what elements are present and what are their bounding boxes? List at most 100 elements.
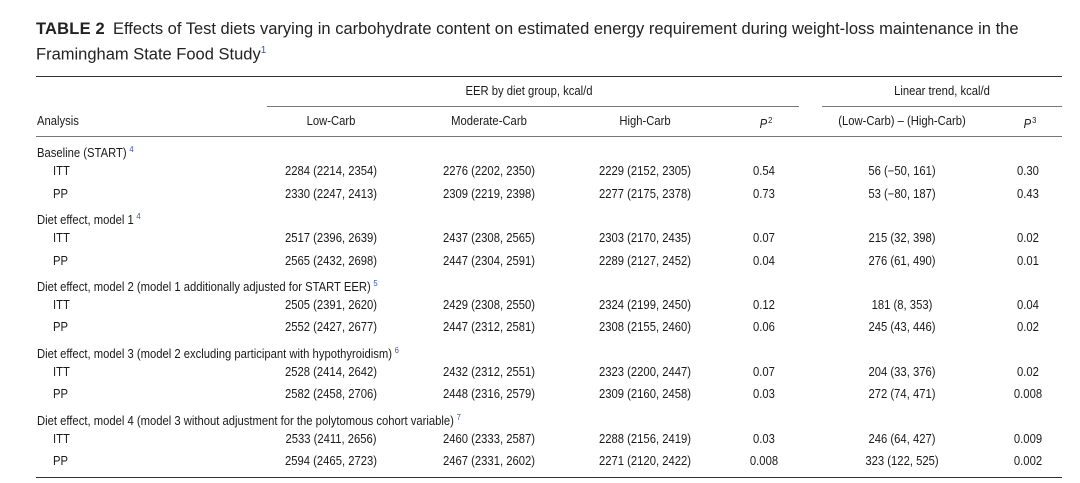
section-heading: Baseline (START) 4 — [37, 141, 134, 161]
cell-low-carb: 2533 (2411, 2656) — [285, 432, 377, 446]
cell-difference: 56 (−50, 161) — [868, 164, 936, 178]
cell-low-carb: 2330 (2247, 2413) — [285, 187, 377, 201]
cell-p-trend: 0.02 — [1017, 365, 1039, 379]
row-label: PP — [53, 454, 69, 468]
cell-moderate-carb: 2437 (2308, 2565) — [443, 231, 535, 245]
cell-p-trend: 0.30 — [1017, 164, 1039, 178]
column-header-analysis: Analysis — [37, 114, 79, 128]
column-header-high-carb: High-Carb — [619, 114, 671, 128]
cell-high-carb: 2323 (2200, 2447) — [599, 365, 691, 379]
cell-difference: 204 (33, 376) — [868, 365, 936, 379]
cell-p-value: 0.03 — [753, 432, 775, 446]
cell-difference: 276 (61, 490) — [868, 254, 936, 268]
cell-p-value: 0.54 — [753, 164, 775, 178]
cell-p-value: 0.07 — [753, 231, 775, 245]
section-footnote-marker: 6 — [394, 345, 399, 355]
row-label: PP — [53, 320, 69, 334]
top-rule — [36, 76, 1062, 77]
section-heading-text: Diet effect, model 1 — [37, 213, 134, 227]
cell-high-carb: 2271 (2120, 2422) — [599, 454, 691, 468]
column-header-moderate-carb: Moderate-Carb — [451, 114, 527, 128]
cell-low-carb: 2517 (2396, 2639) — [285, 231, 377, 245]
cell-moderate-carb: 2429 (2308, 2550) — [443, 298, 535, 312]
table-label: TABLE 2 — [36, 20, 105, 38]
row-label: ITT — [53, 432, 70, 446]
caption-footnote-marker: 1 — [260, 45, 267, 56]
cell-moderate-carb: 2309 (2219, 2398) — [443, 187, 535, 201]
section-heading-text: Diet effect, model 2 (model 1 additional… — [37, 280, 371, 294]
cell-difference: 323 (122, 525) — [865, 454, 939, 468]
cell-difference: 246 (64, 427) — [868, 432, 936, 446]
cell-p-trend: 0.002 — [1013, 454, 1043, 468]
cell-high-carb: 2277 (2175, 2378) — [599, 187, 691, 201]
cell-moderate-carb: 2432 (2312, 2551) — [443, 365, 535, 379]
table-caption: Effects of Test diets varying in carbohy… — [36, 20, 1019, 64]
cell-low-carb: 2565 (2432, 2698) — [285, 254, 377, 268]
cell-difference: 215 (32, 398) — [868, 231, 936, 245]
cell-high-carb: 2288 (2156, 2419) — [599, 432, 691, 446]
trend-group-header: Linear trend, kcal/d — [894, 84, 990, 98]
cell-p-trend: 0.01 — [1017, 254, 1039, 268]
cell-high-carb: 2308 (2155, 2460) — [599, 320, 691, 334]
section-footnote-marker: 4 — [136, 211, 141, 221]
cell-moderate-carb: 2448 (2316, 2579) — [443, 387, 535, 401]
cell-low-carb: 2552 (2427, 2677) — [285, 320, 377, 334]
cell-high-carb: 2309 (2160, 2458) — [599, 387, 691, 401]
table-title: TABLE 2 Effects of Test diets varying in … — [36, 19, 1066, 66]
section-heading: Diet effect, model 2 (model 1 additional… — [37, 275, 378, 295]
cell-p-trend: 0.008 — [1013, 387, 1043, 401]
section-heading: Diet effect, model 3 (model 2 excluding … — [37, 342, 399, 362]
cell-moderate-carb: 2447 (2312, 2581) — [443, 320, 535, 334]
row-label: ITT — [53, 231, 70, 245]
cell-p-trend: 0.009 — [1013, 432, 1043, 446]
row-label: PP — [53, 387, 69, 401]
cell-p-trend: 0.02 — [1017, 231, 1039, 245]
trend-group-rule — [822, 106, 1062, 107]
cell-p-value: 0.07 — [753, 365, 775, 379]
p-trend-symbol: P — [1023, 117, 1032, 131]
p-symbol: P — [759, 117, 768, 131]
cell-high-carb: 2303 (2170, 2435) — [599, 231, 691, 245]
row-label: ITT — [53, 365, 70, 379]
column-header-low-carb: Low-Carb — [306, 114, 356, 128]
bottom-rule — [36, 477, 1062, 478]
cell-p-trend: 0.04 — [1017, 298, 1039, 312]
cell-moderate-carb: 2460 (2333, 2587) — [443, 432, 535, 446]
cell-p-value: 0.73 — [753, 187, 775, 201]
cell-difference: 272 (74, 471) — [868, 387, 936, 401]
cell-moderate-carb: 2276 (2202, 2350) — [443, 164, 535, 178]
p-trend-footnote-marker: 3 — [1032, 115, 1037, 125]
cell-low-carb: 2505 (2391, 2620) — [285, 298, 377, 312]
section-heading-text: Diet effect, model 4 (model 3 without ad… — [37, 414, 454, 428]
row-label: PP — [53, 187, 69, 201]
cell-p-trend: 0.02 — [1017, 320, 1039, 334]
cell-low-carb: 2594 (2465, 2723) — [285, 454, 377, 468]
column-header-p: P2 — [760, 112, 773, 132]
cell-high-carb: 2289 (2127, 2452) — [599, 254, 691, 268]
cell-difference: 53 (−80, 187) — [868, 187, 936, 201]
cell-p-value: 0.06 — [753, 320, 775, 334]
eer-group-header: EER by diet group, kcal/d — [465, 84, 593, 98]
section-heading: Diet effect, model 4 (model 3 without ad… — [37, 409, 461, 429]
cell-moderate-carb: 2467 (2331, 2602) — [443, 454, 535, 468]
section-heading-text: Diet effect, model 3 (model 2 excluding … — [37, 347, 392, 361]
cell-p-value: 0.008 — [749, 454, 779, 468]
section-footnote-marker: 7 — [456, 412, 461, 422]
row-label: ITT — [53, 164, 70, 178]
row-label: PP — [53, 254, 69, 268]
column-header-p-trend: P3 — [1024, 112, 1037, 132]
cell-low-carb: 2582 (2458, 2706) — [285, 387, 377, 401]
cell-high-carb: 2324 (2199, 2450) — [599, 298, 691, 312]
section-footnote-marker: 4 — [129, 144, 134, 154]
section-footnote-marker: 5 — [373, 278, 378, 288]
cell-difference: 181 (8, 353) — [871, 298, 933, 312]
section-heading-text: Baseline (START) — [37, 146, 127, 160]
cell-p-value: 0.12 — [753, 298, 775, 312]
cell-p-trend: 0.43 — [1017, 187, 1039, 201]
row-label: ITT — [53, 298, 70, 312]
cell-difference: 245 (43, 446) — [868, 320, 936, 334]
cell-high-carb: 2229 (2152, 2305) — [599, 164, 691, 178]
column-header-difference: (Low-Carb) – (High-Carb) — [838, 114, 966, 128]
cell-p-value: 0.04 — [753, 254, 775, 268]
